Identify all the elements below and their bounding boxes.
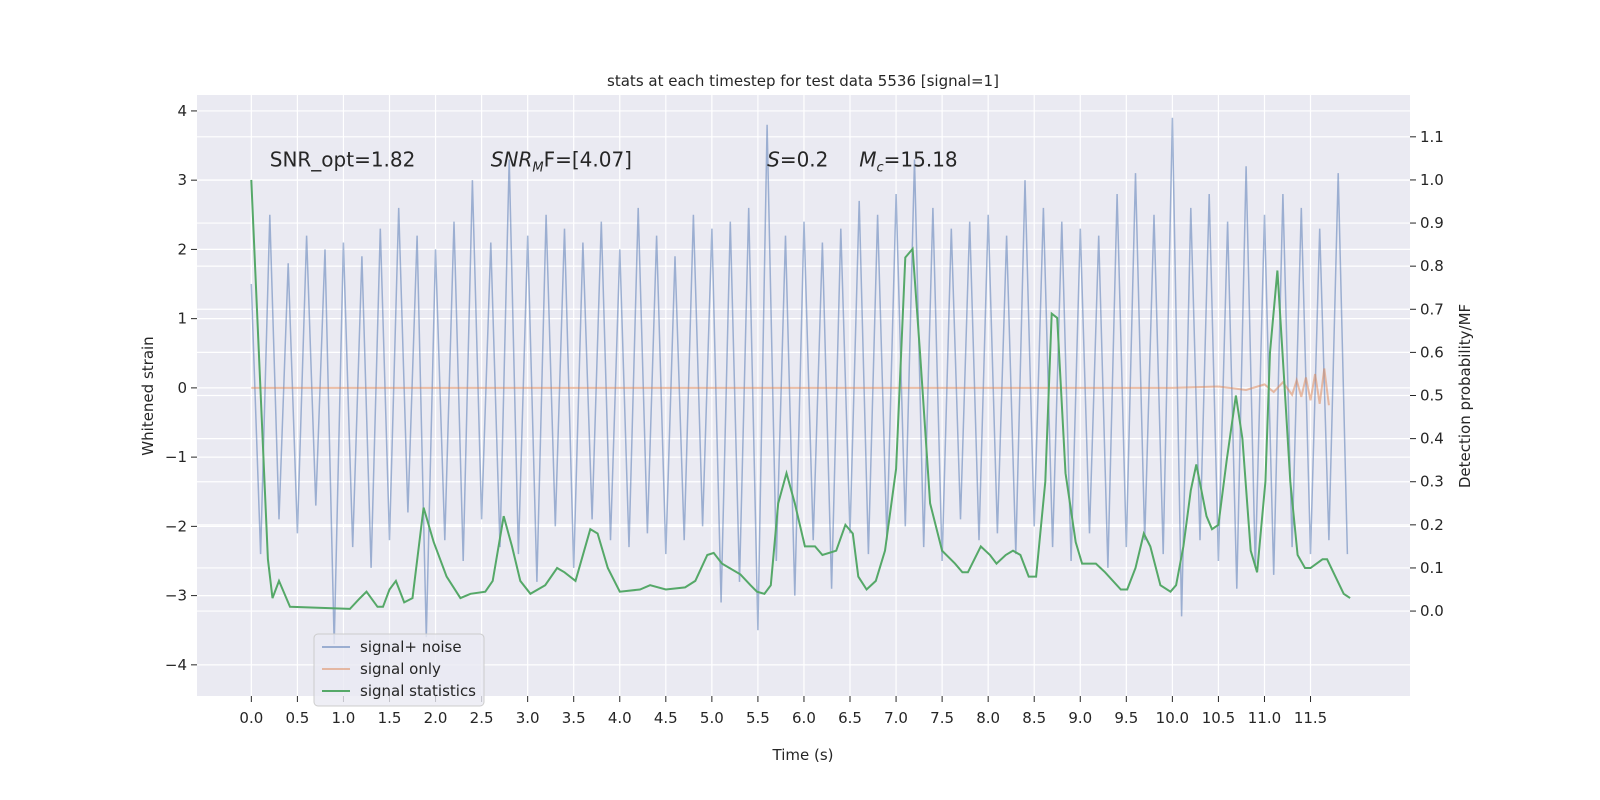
annotation-part: M [859, 147, 876, 171]
series-line [251, 368, 1330, 406]
y2-tick-label: 1.0 [1420, 171, 1444, 189]
y-tick-label: 3 [177, 171, 187, 189]
x-tick-label: 2.5 [470, 709, 494, 727]
y-tick-label: 1 [177, 310, 187, 328]
x-tick-label: 4.0 [608, 709, 632, 727]
annotation-part: c [876, 160, 883, 175]
y2-tick-label: 1.1 [1420, 128, 1444, 146]
y-tick-label: 0 [177, 379, 187, 397]
y2-tick-label: 0.0 [1420, 602, 1444, 620]
legend-box [313, 633, 485, 707]
legend-label: signal only [360, 660, 441, 678]
annotation: Mc=15.18 [859, 147, 957, 175]
x-tick-label: 11.0 [1248, 709, 1281, 727]
annotation-part: =15.18 [884, 147, 958, 171]
chart-title: stats at each timestep for test data 553… [607, 72, 999, 90]
x-axis-label: Time (s) [772, 746, 834, 764]
y2-axis-label: Detection probability/MF [1456, 304, 1474, 488]
y-tick-label: −2 [165, 517, 187, 535]
y2-tick-label: 0.7 [1420, 300, 1444, 318]
y-tick-label: 4 [177, 102, 187, 120]
series-line [250, 179, 1351, 610]
x-tick-label: 5.0 [700, 709, 724, 727]
y2-tick-label: 0.4 [1420, 430, 1444, 448]
x-tick-label: 8.0 [976, 709, 1000, 727]
y2-tick-label: 0.9 [1420, 214, 1444, 232]
annotation-part: M [532, 160, 543, 175]
x-tick-label: 3.5 [562, 709, 586, 727]
legend-label: signal statistics [360, 682, 476, 700]
y2-tick-label: 0.1 [1420, 559, 1444, 577]
legend-label: signal+ noise [360, 638, 462, 656]
y-tick-label: −1 [165, 448, 187, 466]
x-tick-label: 5.5 [746, 709, 770, 727]
x-tick-label: 1.5 [378, 709, 402, 727]
y2-tick-label: 0.2 [1420, 516, 1444, 534]
x-tick-label: 7.5 [930, 709, 954, 727]
x-tick-label: 9.5 [1114, 709, 1138, 727]
y-tick-label: −4 [165, 656, 187, 674]
y-tick-label: −3 [165, 587, 187, 605]
annotation: SNR_opt=1.82 [270, 147, 416, 171]
annotation: SNRMF=[4.07] [491, 147, 632, 175]
annotation-part: SNR [491, 147, 533, 171]
annotation-part: S [767, 147, 780, 171]
x-tick-label: 8.5 [1022, 709, 1046, 727]
y-tick-label: 2 [177, 240, 187, 258]
x-tick-label: 3.0 [516, 709, 540, 727]
x-tick-label: 11.5 [1294, 709, 1327, 727]
x-tick-label: 10.5 [1202, 709, 1235, 727]
annotation: S=0.2 [767, 147, 828, 171]
x-tick-label: 2.0 [424, 709, 448, 727]
y-axis-label: Whitened strain [139, 336, 157, 455]
y2-tick-label: 0.3 [1420, 473, 1444, 491]
x-tick-label: 7.0 [884, 709, 908, 727]
x-tick-label: 9.0 [1068, 709, 1092, 727]
annotation-part: F=[4.07] [544, 147, 632, 171]
x-tick-label: 4.5 [654, 709, 678, 727]
x-tick-label: 0.0 [239, 709, 263, 727]
series-line [250, 117, 1349, 645]
annotation-part: =0.2 [780, 147, 829, 171]
y2-tick-label: 0.8 [1420, 257, 1444, 275]
x-tick-label: 10.0 [1156, 709, 1189, 727]
y2-tick-label: 0.6 [1420, 343, 1444, 361]
y2-tick-label: 0.5 [1420, 387, 1444, 405]
x-tick-label: 6.0 [792, 709, 816, 727]
x-tick-label: 0.5 [285, 709, 309, 727]
annotation-part: SNR_opt=1.82 [270, 147, 416, 171]
x-tick-label: 6.5 [838, 709, 862, 727]
x-tick-label: 1.0 [332, 709, 356, 727]
